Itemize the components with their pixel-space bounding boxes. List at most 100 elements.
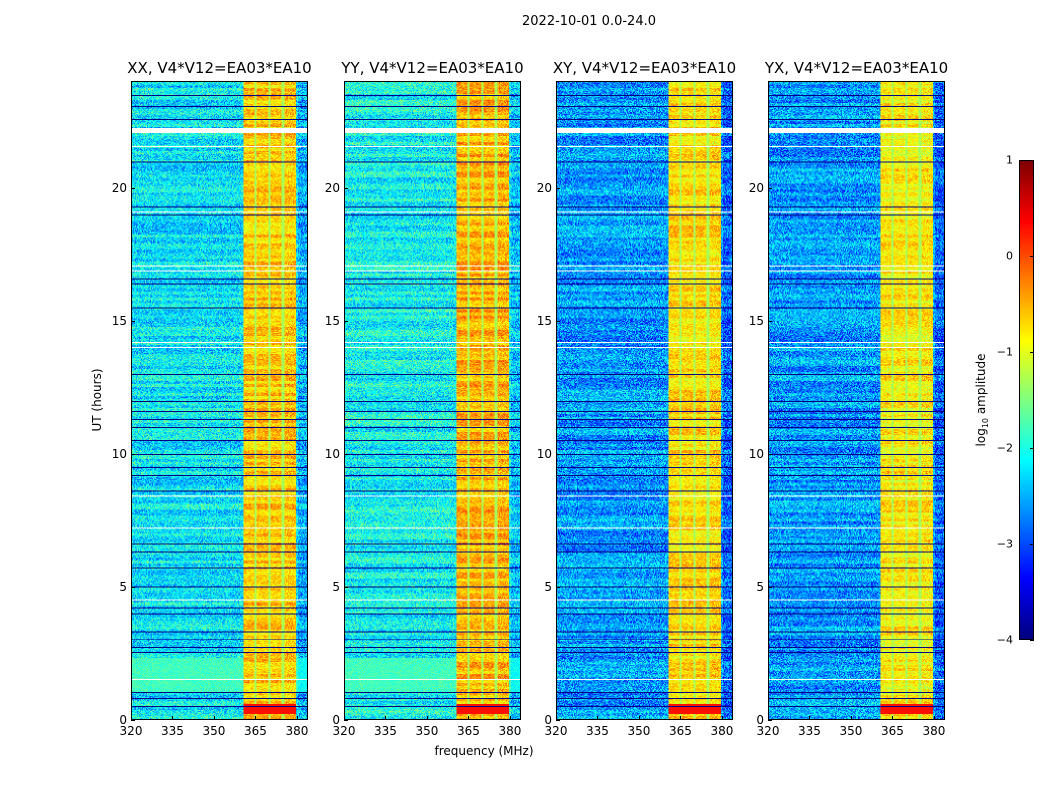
y-tick-mark: [344, 320, 348, 322]
y-tick-label: 15: [748, 313, 764, 328]
y-tick-label: 10: [111, 446, 127, 461]
y-tick-label: 5: [119, 579, 127, 594]
x-tick-label: 380: [498, 724, 522, 738]
y-tick-label: 0: [332, 713, 340, 727]
y-tick-label: 15: [324, 313, 340, 328]
x-tick-mark: [131, 716, 132, 720]
colorbar: [1019, 160, 1034, 640]
x-tick-label: 350: [202, 724, 226, 738]
y-tick-mark: [344, 453, 348, 455]
x-tick-mark: [556, 716, 557, 720]
spectrogram-panel: [556, 81, 733, 720]
x-tick-mark: [892, 716, 894, 720]
y-tick-mark: [768, 320, 772, 322]
colorbar-tick-label: 0: [1006, 249, 1013, 263]
x-tick-label: 350: [627, 724, 651, 738]
x-tick-mark: [809, 716, 811, 720]
y-tick-mark: [768, 720, 772, 721]
y-tick-mark: [344, 187, 348, 189]
y-tick-mark: [556, 453, 560, 455]
colorbar-tick-label: −1: [996, 345, 1013, 359]
y-tick-mark: [768, 586, 772, 588]
y-tick-label: 5: [544, 579, 552, 594]
x-tick-label: 365: [669, 724, 692, 738]
colorbar-tick-mark: [1030, 448, 1034, 449]
y-tick-mark: [768, 453, 772, 455]
y-tick-mark: [131, 320, 135, 322]
x-tick-mark: [344, 716, 345, 720]
panel-title: XX, V4*V12=EA03*EA10: [127, 59, 312, 77]
x-tick-mark: [933, 716, 935, 720]
colorbar-tick-label: −2: [996, 441, 1013, 455]
colorbar-label: log10 amplitude: [973, 353, 991, 447]
x-tick-mark: [850, 716, 852, 720]
colorbar-tick-label: 1: [1006, 153, 1013, 167]
y-tick-mark: [556, 720, 560, 721]
heatmap-cells: [132, 82, 307, 719]
x-tick-mark: [509, 716, 511, 720]
y-tick-mark: [131, 720, 135, 721]
x-tick-mark: [385, 716, 387, 720]
y-tick-mark: [131, 453, 135, 455]
x-tick-label: 380: [710, 724, 734, 738]
heatmap-cells: [345, 82, 520, 719]
y-tick-mark: [344, 586, 348, 588]
y-tick-label: 15: [536, 313, 552, 328]
x-tick-mark: [296, 716, 298, 720]
x-tick-mark: [680, 716, 682, 720]
colorbar-tick-label: −3: [996, 537, 1013, 551]
x-axis-label: frequency (MHz): [434, 744, 534, 758]
y-tick-label: 0: [544, 713, 552, 727]
x-tick-mark: [213, 716, 215, 720]
x-tick-label: 320: [544, 724, 568, 738]
x-tick-label: 380: [922, 724, 946, 738]
y-tick-label: 0: [119, 713, 127, 727]
x-tick-label: 320: [332, 724, 356, 738]
y-tick-mark: [556, 320, 560, 322]
y-tick-label: 10: [536, 446, 552, 461]
heatmap-cells: [769, 82, 944, 719]
y-tick-label: 5: [332, 579, 340, 594]
x-tick-mark: [172, 716, 174, 720]
y-tick-label: 10: [748, 446, 764, 461]
y-tick-label: 20: [748, 180, 764, 195]
y-tick-mark: [344, 720, 348, 721]
spectrogram-panel: [768, 81, 945, 720]
x-tick-mark: [721, 716, 723, 720]
x-tick-mark: [468, 716, 470, 720]
y-tick-mark: [131, 187, 135, 189]
colorbar-tick-mark: [1030, 256, 1034, 257]
y-axis-label: UT (hours): [90, 368, 104, 432]
x-tick-label: 335: [798, 724, 821, 738]
x-tick-label: 320: [119, 724, 143, 738]
y-tick-label: 10: [324, 446, 340, 461]
colorbar-tick-mark: [1030, 544, 1034, 545]
x-tick-label: 320: [756, 724, 780, 738]
y-tick-label: 0: [756, 713, 764, 727]
x-tick-label: 335: [374, 724, 397, 738]
figure-title: 2022-10-01 0.0-24.0: [522, 14, 656, 29]
x-tick-label: 335: [586, 724, 609, 738]
panel-title: XY, V4*V12=EA03*EA10: [552, 59, 737, 77]
colorbar-tick-mark: [1030, 160, 1034, 161]
x-tick-mark: [638, 716, 640, 720]
panel-title: YY, V4*V12=EA03*EA10: [341, 59, 524, 77]
spectrogram-panel: [131, 81, 308, 720]
x-tick-label: 350: [839, 724, 863, 738]
x-tick-label: 380: [285, 724, 309, 738]
colorbar-tick-label: −4: [996, 633, 1013, 647]
x-tick-mark: [768, 716, 769, 720]
x-tick-mark: [597, 716, 599, 720]
x-tick-mark: [255, 716, 257, 720]
x-tick-label: 365: [457, 724, 480, 738]
y-tick-mark: [556, 187, 560, 189]
spectrogram-panel: [344, 81, 521, 720]
y-tick-label: 20: [536, 180, 552, 195]
heatmap-cells: [557, 82, 732, 719]
y-tick-mark: [556, 586, 560, 588]
y-tick-label: 20: [324, 180, 340, 195]
y-tick-label: 15: [111, 313, 127, 328]
x-tick-mark: [426, 716, 428, 720]
y-tick-mark: [768, 187, 772, 189]
